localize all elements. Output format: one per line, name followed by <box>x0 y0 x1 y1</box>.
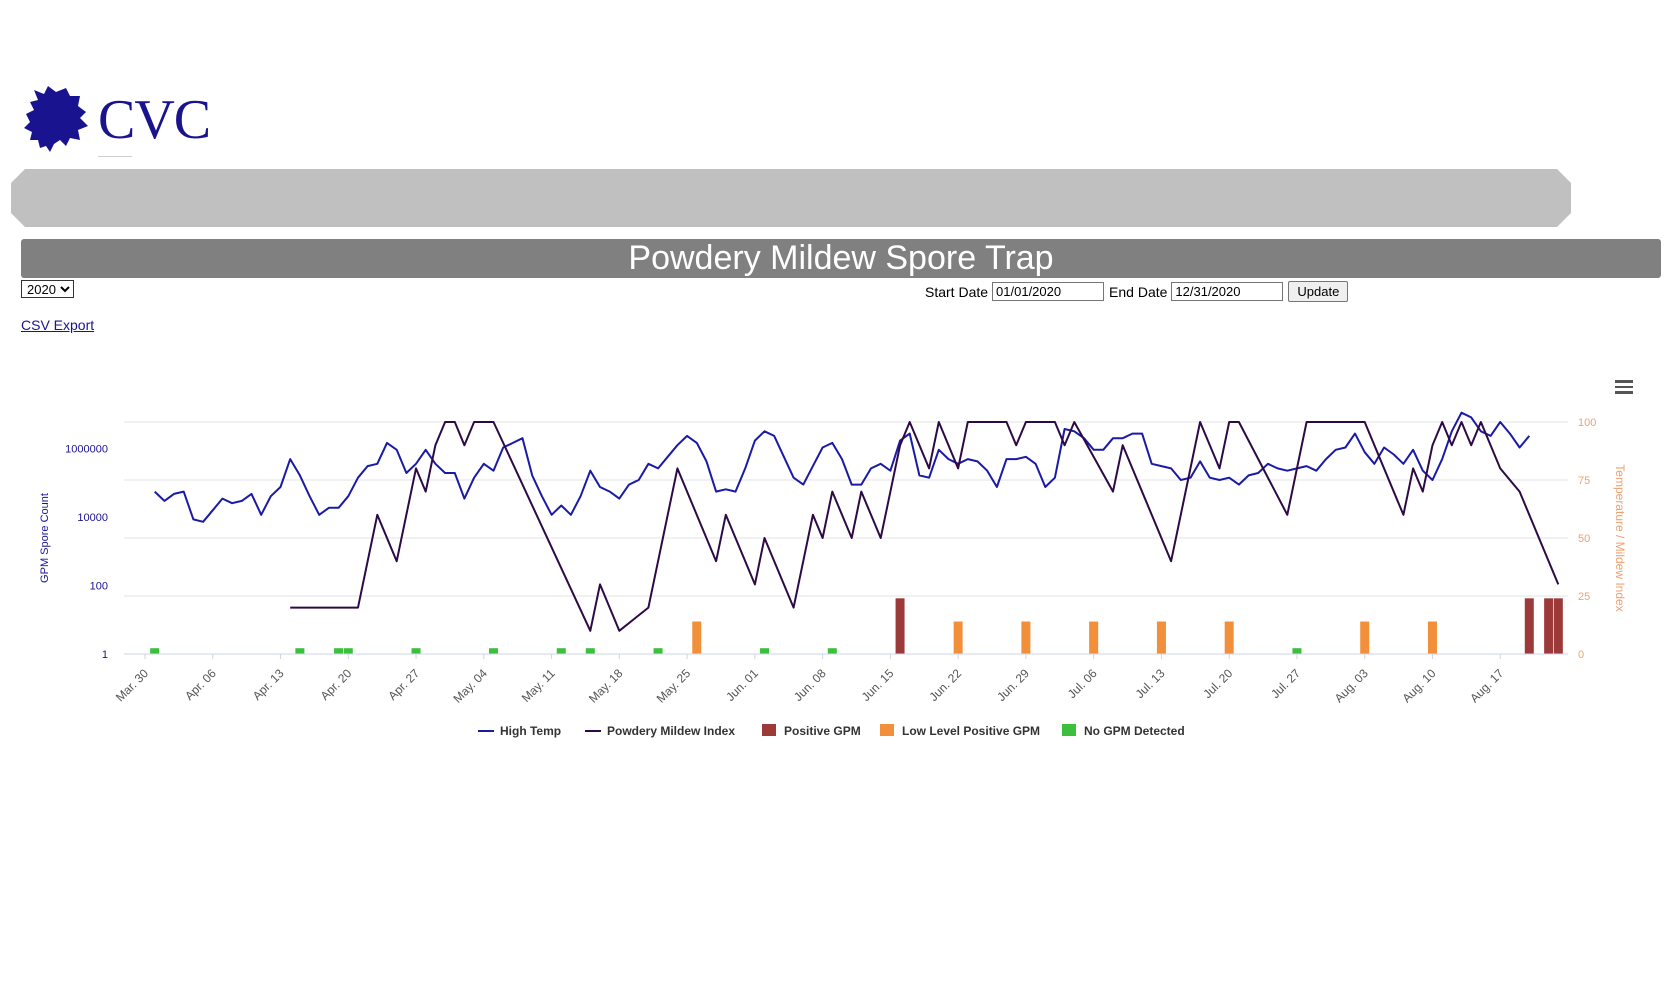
x-axis-tick-label: Jun. 01 <box>723 666 761 704</box>
gpm-bar-none <box>760 648 770 654</box>
gpm-bar-none <box>556 648 566 654</box>
date-range-controls: Start Date End Date Update <box>925 281 1349 302</box>
x-axis-tick-label: Apr. 20 <box>318 666 355 703</box>
csv-export-link[interactable]: CSV Export <box>21 317 95 333</box>
gpm-bar-none <box>295 648 305 654</box>
x-axis-tick-label: Apr. 06 <box>182 666 219 703</box>
legend-symbol <box>880 724 894 736</box>
gpm-bar-positive <box>895 598 905 654</box>
legend-item: No GPM Detected <box>1084 724 1185 738</box>
legend-item: Low Level Positive GPM <box>902 724 1040 738</box>
gpm-bar-none <box>334 648 344 654</box>
grape-leaf-icon <box>24 86 88 152</box>
x-axis-tick-label: Jul. 06 <box>1065 666 1100 701</box>
gpm-bar-low <box>1021 621 1031 654</box>
gpm-bar-positive <box>1544 598 1554 654</box>
gpm-bar-none <box>827 648 837 654</box>
hamburger-menu-icon[interactable] <box>1615 380 1633 394</box>
x-axis-tick-label: Jul. 20 <box>1200 666 1235 701</box>
x-axis-tick-label: Aug. 03 <box>1332 666 1371 705</box>
x-axis-tick-label: May. 18 <box>586 666 626 706</box>
logo-divider <box>98 156 132 157</box>
title-bar: Powdery Mildew Spore Trap <box>21 239 1661 278</box>
x-axis-tick-label: Mar. 30 <box>113 666 151 704</box>
x-axis-tick-label: Jun. 08 <box>791 666 829 704</box>
x-axis-tick-label: May. 04 <box>450 666 490 706</box>
legend-item: Positive GPM <box>784 724 861 738</box>
high-temp-line <box>154 411 1531 523</box>
gpm-bar-none <box>150 648 160 654</box>
end-date-input[interactable] <box>1171 282 1284 301</box>
gpm-bar-low <box>1224 621 1234 654</box>
gpm-bar-low <box>1427 621 1437 654</box>
gpm-bar-none <box>411 648 421 654</box>
gpm-bar-positive <box>1553 598 1563 654</box>
update-button[interactable]: Update <box>1288 281 1349 302</box>
gpm-bar-none <box>653 648 663 654</box>
gpm-bar-none <box>488 648 498 654</box>
gpm-bar-low <box>953 621 963 654</box>
cvc-logo[interactable]: CVC <box>22 84 211 160</box>
x-axis-tick-label: Jul. 27 <box>1268 666 1303 701</box>
x-axis-tick-label: Jul. 13 <box>1133 666 1168 701</box>
gpm-bar-positive <box>1524 598 1534 654</box>
right-axis-tick: 75 <box>1578 475 1590 487</box>
x-axis-tick-label: Apr. 27 <box>385 666 422 703</box>
gpm-bar-low <box>1360 621 1370 654</box>
left-axis-tick: 100 <box>90 580 108 592</box>
start-date-label: Start Date <box>925 283 989 300</box>
right-axis-tick: 25 <box>1578 591 1590 603</box>
gpm-bar-low <box>692 621 702 654</box>
left-axis-tick: 1000000 <box>65 443 108 455</box>
left-axis-label: GPM Spore Count <box>39 493 51 583</box>
year-select[interactable]: 2020 <box>21 280 74 298</box>
start-date-input[interactable] <box>992 282 1105 301</box>
x-axis-tick-label: Aug. 10 <box>1399 666 1438 705</box>
left-axis-tick: 1 <box>102 649 108 661</box>
right-axis-tick: 50 <box>1578 533 1590 545</box>
right-axis-label: Temperature / Mildew Index <box>1613 464 1627 611</box>
x-axis-tick-label: May. 25 <box>654 666 694 706</box>
nav-bar <box>11 169 1571 227</box>
spore-trap-chart: 1 100 10000 1000000 GPM Spore Count 0 25 50 75 10… <box>39 411 1627 738</box>
logo-text: CVC <box>98 89 211 151</box>
gpm-bar-none <box>1292 648 1302 654</box>
gpm-bar-low <box>1156 621 1166 654</box>
gpm-bar-none <box>585 648 595 654</box>
left-axis-tick: 10000 <box>77 512 108 524</box>
page-title: Powdery Mildew Spore Trap <box>628 239 1054 277</box>
x-axis-tick-label: Jun. 29 <box>994 666 1032 704</box>
x-axis-tick-label: Jun. 22 <box>927 666 965 704</box>
legend-symbol <box>762 724 776 736</box>
right-axis-tick: 100 <box>1578 417 1596 429</box>
gpm-bar-none <box>343 648 353 654</box>
x-axis-tick-label: Aug. 17 <box>1467 666 1506 705</box>
x-axis-tick-label: Apr. 13 <box>250 666 287 703</box>
x-axis-tick-label: Jun. 15 <box>859 666 897 704</box>
end-date-label: End Date <box>1109 283 1168 300</box>
mildew-index-line <box>290 421 1560 632</box>
x-axis-tick-label: May. 11 <box>519 666 558 705</box>
right-axis-tick: 0 <box>1578 649 1584 661</box>
gpm-bar-low <box>1089 621 1099 654</box>
legend-item: High Temp <box>500 724 561 738</box>
legend-item: Powdery Mildew Index <box>607 724 735 738</box>
legend-symbol <box>1062 724 1076 736</box>
